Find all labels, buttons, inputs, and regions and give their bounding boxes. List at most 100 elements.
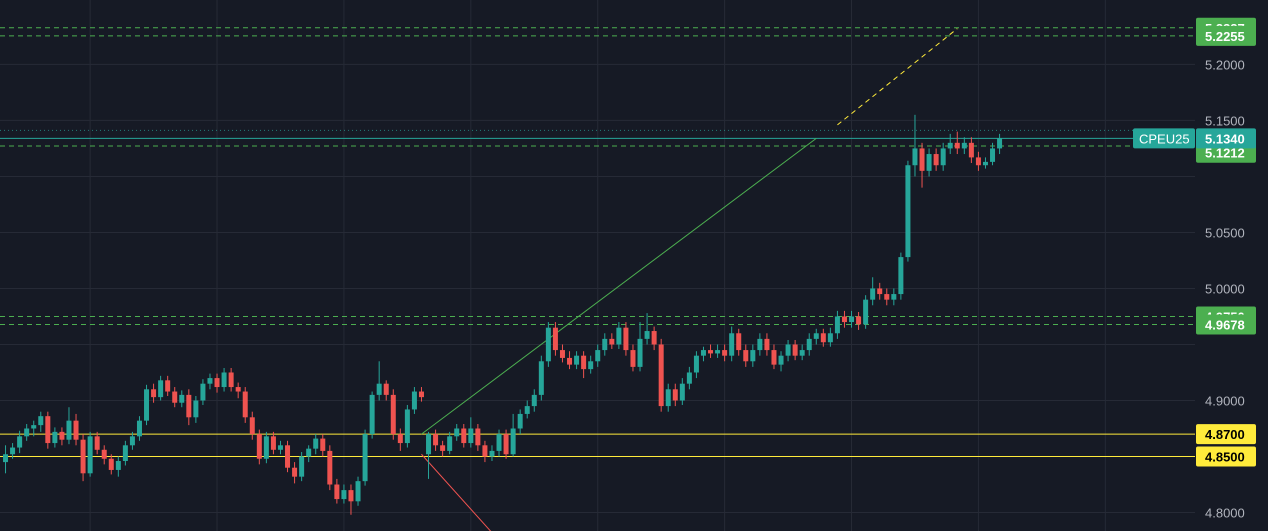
price-axis[interactable]: 5.2000 5.1500 5.0500 5.0000 4.9000 4.8000 xyxy=(1205,57,1245,520)
candle xyxy=(693,351,699,379)
candle-body xyxy=(672,389,678,401)
candle xyxy=(785,339,791,362)
candle xyxy=(877,282,883,300)
candle xyxy=(179,390,185,408)
candle-body xyxy=(538,361,544,395)
candle xyxy=(905,160,911,262)
candle xyxy=(355,476,361,506)
candle-body xyxy=(179,394,185,403)
candle xyxy=(186,389,192,426)
candle xyxy=(841,310,847,328)
candle-body xyxy=(813,333,819,339)
candle-body xyxy=(200,383,206,401)
candle xyxy=(292,462,298,484)
candle-body xyxy=(799,350,805,356)
candle-body xyxy=(461,428,467,444)
candle-body xyxy=(186,394,192,418)
candle xyxy=(975,151,981,171)
candle xyxy=(538,355,544,401)
candle-body xyxy=(933,154,939,166)
candle xyxy=(567,351,573,370)
candle-body xyxy=(10,447,16,455)
candle xyxy=(397,428,403,451)
candle xyxy=(665,383,671,412)
candle-body xyxy=(165,380,171,392)
candle xyxy=(390,389,396,440)
candle xyxy=(59,427,65,446)
candle xyxy=(609,333,615,349)
candle xyxy=(834,310,840,339)
candle-body xyxy=(545,327,551,362)
candle-body xyxy=(235,387,241,392)
candle-body xyxy=(285,445,291,468)
candle xyxy=(482,440,488,463)
candle-body xyxy=(510,428,516,455)
candle xyxy=(256,429,262,465)
candle-body xyxy=(433,434,439,446)
candle-body xyxy=(313,438,319,449)
candle-body xyxy=(362,434,368,482)
candle xyxy=(595,344,601,367)
candle-body xyxy=(397,434,403,444)
candle xyxy=(263,431,269,464)
candle xyxy=(249,411,255,440)
candles xyxy=(3,114,1003,515)
candle-body xyxy=(609,338,615,345)
candle xyxy=(581,351,587,379)
last-price-label: 5.1340 xyxy=(1205,131,1245,146)
candle xyxy=(52,427,58,448)
candle-body xyxy=(151,389,157,398)
candle-body xyxy=(982,161,988,166)
candle xyxy=(856,311,862,330)
symbol-tag-bg xyxy=(1133,128,1195,149)
candle xyxy=(489,445,495,461)
candle xyxy=(961,137,967,155)
candle-body xyxy=(785,344,791,356)
candle-body xyxy=(856,316,862,325)
candle xyxy=(990,142,996,166)
candle-body xyxy=(595,350,601,362)
candle xyxy=(729,326,735,362)
candle xyxy=(376,361,382,401)
candle xyxy=(849,310,855,328)
candle-body xyxy=(679,383,685,401)
candle xyxy=(679,378,685,405)
candle-body xyxy=(348,490,354,502)
candle-body xyxy=(792,344,798,356)
candle-body xyxy=(665,389,671,407)
green-trendline xyxy=(421,137,817,435)
candle-body xyxy=(136,420,142,437)
candle-body xyxy=(404,409,410,444)
candle xyxy=(912,114,918,177)
candle-body xyxy=(947,142,953,149)
price-label: 5.2255 xyxy=(1205,29,1245,44)
candle xyxy=(792,339,798,361)
candle-body xyxy=(559,350,565,358)
candle xyxy=(644,313,650,345)
candle xyxy=(968,137,974,163)
candle xyxy=(651,326,657,351)
candle xyxy=(623,322,629,356)
candle-body xyxy=(144,389,150,421)
candle-body xyxy=(221,372,227,388)
candle-body xyxy=(736,333,742,351)
candle xyxy=(80,434,86,482)
candle xyxy=(496,429,502,457)
candle-body xyxy=(3,454,9,463)
candle-body xyxy=(820,333,826,343)
candle xyxy=(827,327,833,347)
candle-body xyxy=(447,436,453,451)
candle-body xyxy=(961,142,967,149)
candle-body xyxy=(475,428,481,446)
candle xyxy=(545,322,551,367)
candle-body xyxy=(700,350,706,356)
candle xyxy=(270,431,276,455)
candle xyxy=(228,368,234,392)
candle xyxy=(31,420,37,437)
candle-body xyxy=(306,448,312,457)
candle xyxy=(327,445,333,491)
candle-body xyxy=(426,434,432,455)
candle xyxy=(686,366,692,390)
